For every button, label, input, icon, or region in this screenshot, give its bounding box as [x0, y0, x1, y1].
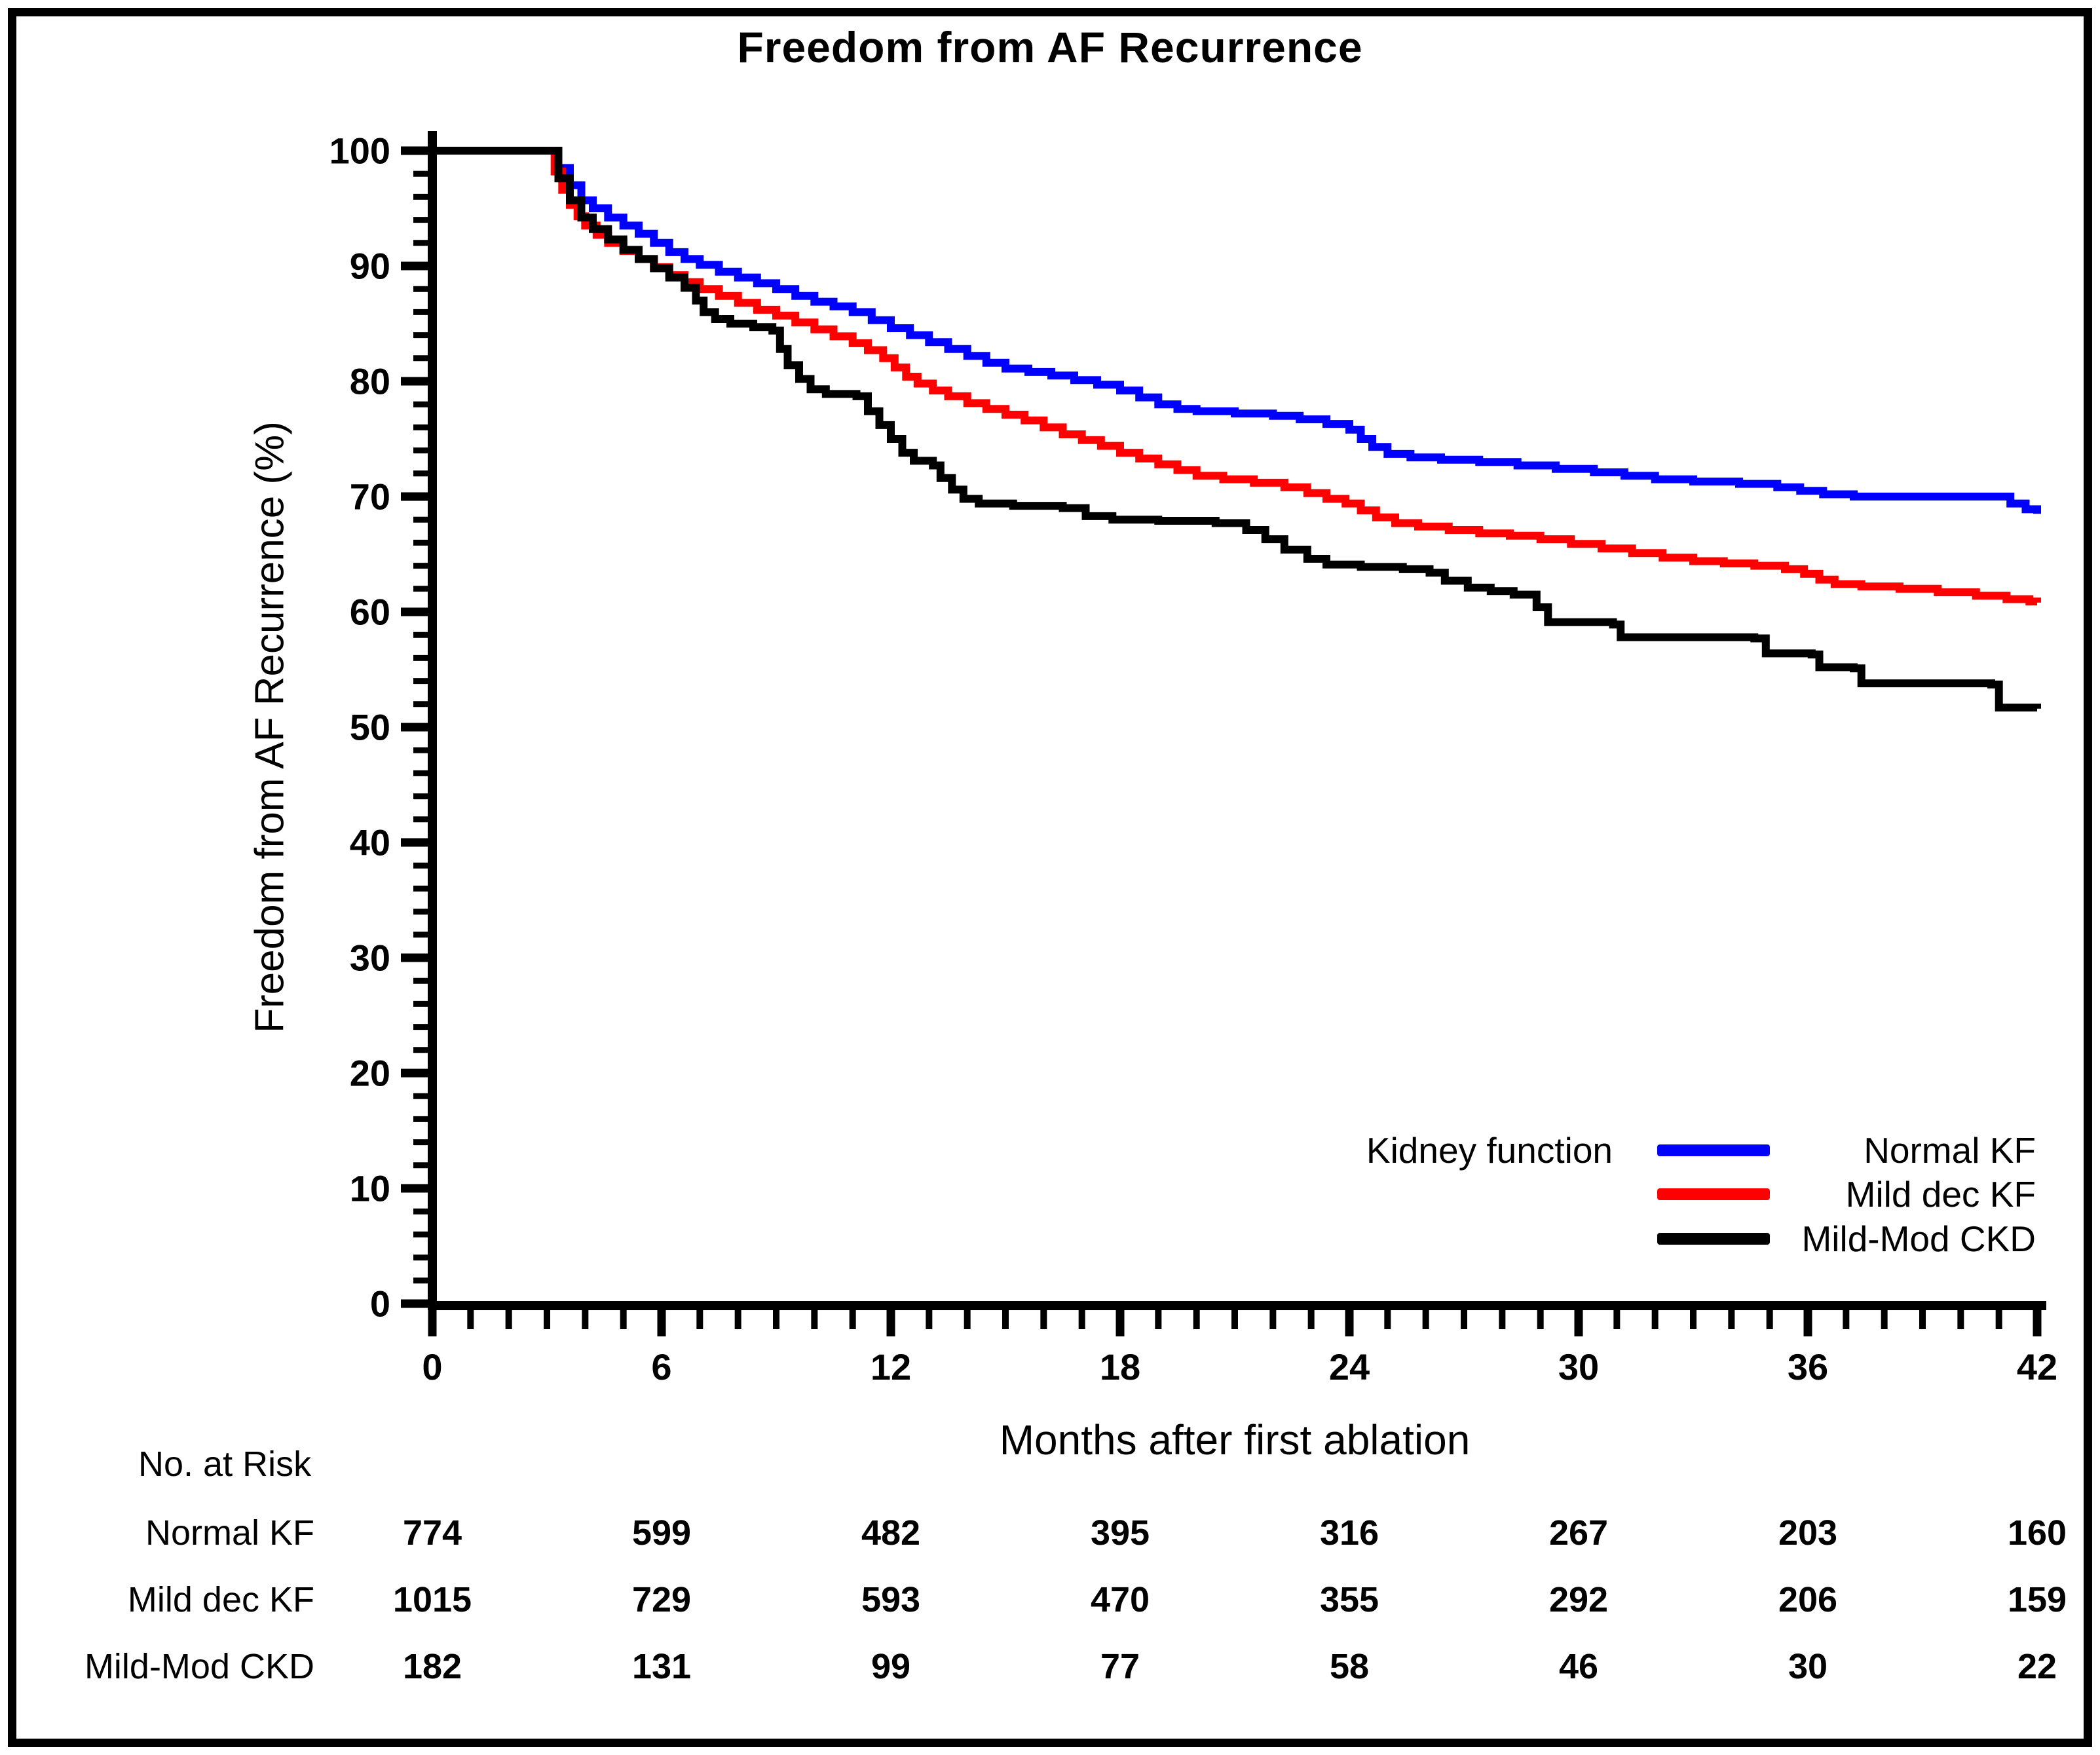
y-tick-label: 100	[329, 130, 390, 172]
risk-count: 482	[861, 1513, 920, 1553]
x-tick-label: 30	[1558, 1346, 1599, 1387]
x-tick-label: 42	[2017, 1346, 2057, 1387]
risk-count: 599	[632, 1513, 691, 1553]
x-tick-label: 24	[1329, 1346, 1370, 1387]
y-tick-label: 80	[350, 361, 390, 402]
risk-count: 593	[861, 1580, 920, 1619]
series-curve-normal-kf	[432, 147, 2041, 514]
y-tick-label: 90	[350, 246, 390, 287]
risk-count: 1015	[393, 1580, 472, 1619]
y-tick-label: 60	[350, 592, 390, 633]
legend-label-normal-kf: Normal KF	[1864, 1130, 2036, 1171]
risk-count: 316	[1320, 1513, 1379, 1553]
risk-count: 182	[403, 1647, 462, 1686]
y-tick-label: 0	[370, 1283, 390, 1325]
x-tick-label: 12	[871, 1346, 911, 1387]
chart-title: Freedom from AF Recurrence	[737, 23, 1363, 71]
legend-label-mild-mod-ckd: Mild-Mod CKD	[1801, 1218, 2036, 1259]
legend-swatch-normal-kf	[1657, 1144, 1770, 1156]
risk-count: 774	[403, 1513, 462, 1553]
risk-count: 355	[1320, 1580, 1379, 1619]
series-curve-mild-mod-ckd	[432, 147, 2041, 712]
y-tick-label: 70	[350, 476, 390, 518]
y-tick-label: 20	[350, 1053, 390, 1094]
risk-count: 729	[632, 1580, 691, 1619]
risk-count: 30	[1788, 1647, 1828, 1686]
y-tick-label: 50	[350, 707, 390, 748]
risk-count: 77	[1100, 1647, 1140, 1686]
series-curve-mild-dec-kf	[432, 147, 2041, 606]
risk-count: 159	[2008, 1580, 2067, 1619]
x-axis-title: Months after first ablation	[999, 1416, 1471, 1463]
legend-label-mild-dec-kf: Mild dec KF	[1845, 1174, 2036, 1215]
y-axis-title: Freedom from AF Recurrence (%)	[247, 421, 293, 1033]
risk-row-label-normal-kf: Normal KF	[145, 1513, 314, 1553]
risk-count: 267	[1549, 1513, 1608, 1553]
risk-count: 99	[871, 1647, 910, 1686]
risk-row-label-mild-mod-ckd: Mild-Mod CKD	[84, 1647, 314, 1686]
risk-count: 58	[1330, 1647, 1369, 1686]
legend-title: Kidney function	[1366, 1130, 1613, 1171]
y-tick-label: 30	[350, 937, 390, 979]
risk-count: 160	[2008, 1513, 2067, 1553]
risk-count: 206	[1778, 1580, 1837, 1619]
y-tick-label: 40	[350, 822, 390, 863]
risk-count: 22	[2017, 1647, 2057, 1686]
risk-table-header: No. at Risk	[138, 1444, 312, 1484]
legend-swatch-mild-mod-ckd	[1657, 1233, 1770, 1245]
x-tick-label: 0	[422, 1346, 442, 1387]
risk-count: 46	[1559, 1647, 1598, 1686]
legend-swatch-mild-dec-kf	[1657, 1188, 1770, 1200]
x-tick-label: 36	[1788, 1346, 1828, 1387]
risk-count: 203	[1778, 1513, 1837, 1553]
risk-count: 292	[1549, 1580, 1608, 1619]
y-tick-label: 10	[350, 1168, 390, 1209]
x-tick-label: 18	[1100, 1346, 1140, 1387]
x-tick-label: 6	[651, 1346, 671, 1387]
risk-count: 131	[632, 1647, 691, 1686]
risk-row-label-mild-dec-kf: Mild dec KF	[127, 1580, 314, 1619]
risk-count: 395	[1091, 1513, 1150, 1553]
risk-count: 470	[1091, 1580, 1150, 1619]
